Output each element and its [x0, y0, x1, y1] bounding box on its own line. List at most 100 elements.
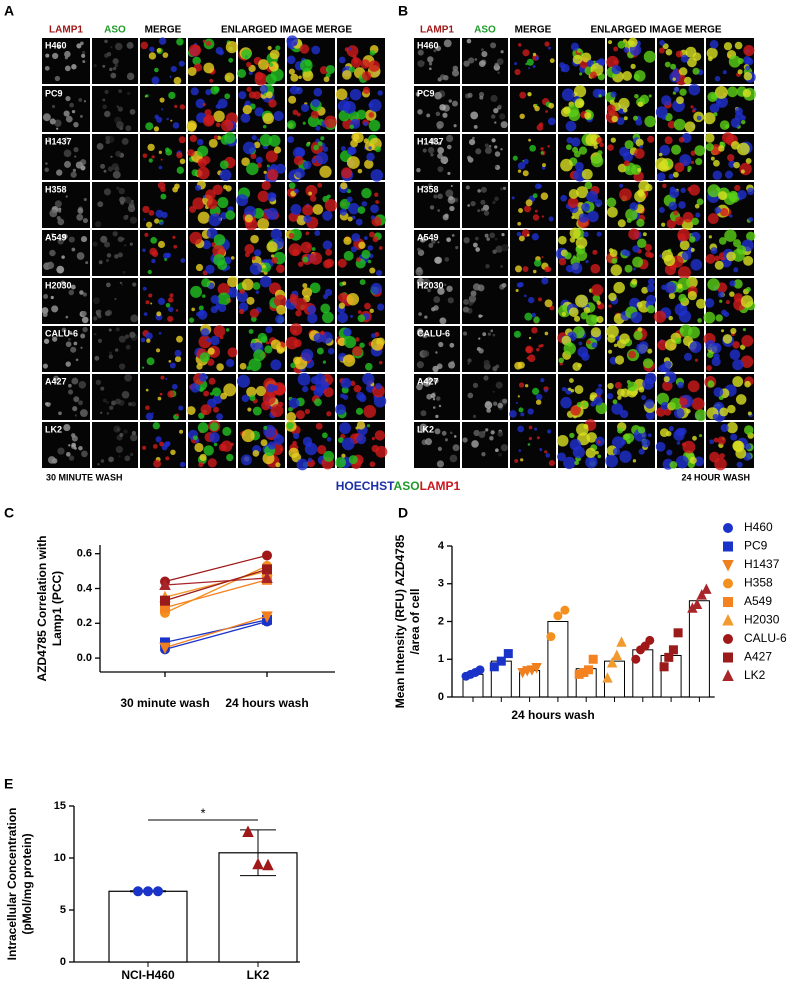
- micrograph-blob: [116, 186, 120, 190]
- micrograph-blob: [94, 355, 100, 361]
- micrograph-blob: [362, 372, 375, 386]
- micrograph-blob: [78, 445, 83, 451]
- micrograph-blob: [335, 404, 346, 415]
- micrograph-blob: [93, 297, 100, 305]
- micrograph-blob: [244, 214, 253, 223]
- micrograph: [187, 420, 236, 468]
- panel-label: A: [4, 3, 14, 19]
- micrograph-blob: [268, 134, 281, 147]
- micrograph-blob: [718, 145, 725, 152]
- micrograph-blob: [246, 61, 252, 68]
- micrograph-blob: [378, 360, 383, 365]
- micrograph-blob: [203, 390, 210, 397]
- stain-name: LAMP1: [420, 479, 461, 493]
- bar: [108, 890, 188, 963]
- micrograph-blob: [295, 310, 302, 317]
- micrograph-blob: [427, 147, 435, 154]
- micrograph-blob: [705, 142, 714, 152]
- micrograph-blob: [225, 185, 232, 192]
- micrograph-blob: [195, 98, 206, 109]
- micrograph: [188, 276, 239, 324]
- micrograph-blob: [449, 431, 453, 435]
- micrograph-blob: [628, 350, 636, 359]
- micrograph-blob: [116, 121, 124, 129]
- micrograph-blob: [288, 68, 295, 75]
- micrograph-blob: [340, 182, 348, 190]
- micrograph-blob: [492, 249, 497, 254]
- micrograph-blob: [363, 138, 369, 144]
- point: [531, 663, 542, 674]
- micrograph-blob: [571, 215, 575, 220]
- micrograph-blob: [241, 278, 254, 291]
- micrograph-blob: [118, 455, 121, 458]
- micrograph-blob: [370, 204, 379, 214]
- micrograph-blob: [174, 104, 178, 109]
- micrograph-blob: [251, 135, 257, 141]
- micrograph-blob: [359, 279, 366, 286]
- micrograph-blob: [570, 405, 581, 416]
- micrograph-blob: [83, 100, 87, 103]
- micrograph-blob: [488, 144, 492, 148]
- micrograph-blob: [434, 256, 442, 264]
- micrograph-blob: [473, 429, 480, 437]
- micrograph: [188, 227, 236, 276]
- micrograph-blob: [472, 242, 478, 248]
- micrograph-blob: [377, 90, 383, 96]
- micrograph-blob: [724, 170, 734, 179]
- micrograph-blob: [176, 151, 183, 159]
- micrograph-blob: [622, 71, 633, 81]
- micrograph-blob: [479, 95, 484, 100]
- micrograph-blob: [198, 412, 205, 419]
- micrograph-blob: [630, 311, 643, 324]
- micrograph: [510, 229, 556, 276]
- micrograph-blob: [500, 148, 503, 151]
- micrograph-blob: [126, 41, 134, 49]
- micrograph-blob: [743, 45, 755, 57]
- micrograph-blob: [435, 414, 439, 419]
- micrograph-blob: [648, 94, 652, 98]
- micrograph-blob: [116, 428, 120, 431]
- micrograph: [414, 278, 460, 325]
- micrograph-blob: [708, 235, 712, 239]
- micrograph-blob: [53, 375, 60, 382]
- micrograph: [657, 182, 704, 231]
- micrograph-blob: [644, 399, 655, 409]
- micrograph-blob: [624, 140, 634, 150]
- micrograph-blob: [165, 377, 168, 381]
- micrograph-blob: [636, 301, 643, 308]
- micrograph-blob: [302, 121, 306, 125]
- micrograph-blob: [632, 256, 644, 268]
- micrograph-blob: [736, 245, 747, 255]
- micrograph-blob: [147, 269, 152, 275]
- micrograph-blob: [65, 451, 71, 457]
- micrograph-blob: [309, 282, 321, 294]
- micrograph-blob: [646, 294, 657, 305]
- micrograph-blob: [416, 361, 425, 369]
- micrograph: [703, 326, 754, 372]
- point: [659, 662, 669, 672]
- micrograph-blob: [590, 263, 601, 274]
- micrograph-blob: [437, 241, 440, 244]
- micrograph: [140, 422, 186, 468]
- micrograph-blob: [127, 204, 136, 213]
- micrograph-blob: [206, 337, 211, 343]
- micrograph-blob: [597, 454, 602, 459]
- micrograph: [287, 182, 338, 229]
- micrograph-blob: [597, 305, 601, 309]
- micrograph-blob: [273, 294, 287, 308]
- micrograph-blob: [349, 88, 362, 101]
- micrograph-blob: [717, 436, 726, 445]
- micrograph-blob: [358, 241, 366, 249]
- micrograph-blob: [371, 444, 380, 453]
- micrograph-blob: [446, 134, 454, 143]
- micrograph-blob: [632, 459, 637, 463]
- micrograph-blob: [244, 244, 255, 254]
- micrograph-blob: [307, 115, 320, 128]
- micrograph-blob: [172, 235, 176, 239]
- micrograph-blob: [719, 141, 724, 146]
- micrograph-blob: [292, 109, 298, 116]
- micrograph-blob: [522, 266, 529, 272]
- micrograph-blob: [591, 155, 604, 168]
- micrograph-blob: [437, 193, 443, 200]
- micrograph-blob: [254, 107, 264, 117]
